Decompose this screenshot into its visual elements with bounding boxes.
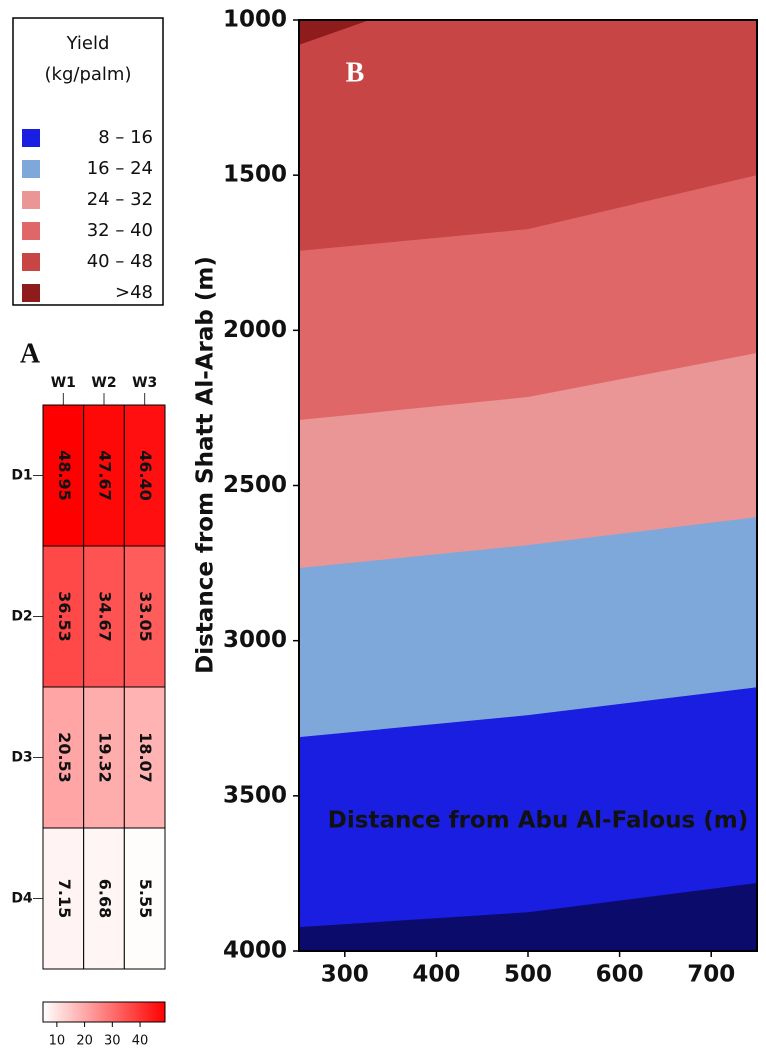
cell-value: 6.68 — [96, 879, 115, 918]
contour-band — [299, 20, 757, 251]
legend-title: Yield — [66, 33, 110, 54]
heat-cell — [42, 686, 85, 829]
y-tick-label: 3000 — [223, 627, 287, 653]
legend-label: 16 – 24 — [87, 158, 153, 179]
x-tick-label: 600 — [596, 962, 644, 988]
x-axis-label: Distance from Abu Al-Falous (m) — [328, 808, 748, 834]
y-tick-label: 2000 — [223, 317, 287, 343]
colorbar-tick-label: 10 — [49, 1034, 66, 1049]
y-tick-label: 1500 — [223, 162, 287, 188]
legend-swatch — [22, 129, 40, 147]
x-tick-label: 700 — [687, 962, 735, 988]
legend-title: (kg/palm) — [45, 64, 132, 85]
cell-value: 47.67 — [96, 450, 115, 501]
heat-cell — [83, 545, 125, 688]
cell-value: 19.32 — [96, 732, 115, 783]
panel-label: B — [346, 57, 365, 88]
colorbar-tick-label: 30 — [104, 1034, 121, 1049]
column-label: W3 — [132, 375, 157, 391]
panel-label: A — [20, 338, 41, 369]
heat-cell — [123, 404, 166, 547]
y-tick-label: 1000 — [223, 7, 287, 33]
heat-cell — [42, 404, 85, 547]
heat-cell — [83, 686, 125, 829]
legend-swatch — [22, 253, 40, 271]
heat-cell — [83, 827, 125, 970]
colorbar-tick-label: 40 — [132, 1034, 149, 1049]
legend-label: 24 – 32 — [87, 189, 153, 210]
colorbar — [42, 1001, 166, 1023]
x-tick-label: 400 — [412, 962, 460, 988]
row-label: D2 — [11, 609, 32, 625]
heat-cell — [123, 827, 166, 970]
row-label: D1 — [11, 468, 32, 484]
cell-value: 18.07 — [136, 732, 155, 783]
legend-label: 40 – 48 — [87, 251, 153, 272]
row-label: D3 — [11, 750, 32, 766]
legend-label: 8 – 16 — [98, 127, 153, 148]
heat-cell — [42, 545, 85, 688]
y-tick-label: 3500 — [223, 782, 287, 808]
row-label: D4 — [11, 891, 33, 907]
legend-label: 32 – 40 — [87, 220, 153, 241]
x-tick-label: 500 — [504, 962, 552, 988]
x-tick-label: 300 — [321, 962, 369, 988]
cell-value: 20.53 — [55, 732, 74, 783]
legend-label: >48 — [115, 282, 153, 303]
legend-swatch — [22, 160, 40, 178]
column-label: W2 — [91, 375, 116, 391]
cell-value: 46.40 — [136, 450, 155, 501]
cell-value: 34.67 — [96, 591, 115, 642]
y-axis-label: Distance from Shatt Al-Arab (m) — [193, 256, 219, 674]
cell-value: 5.55 — [136, 879, 155, 918]
cell-value: 36.53 — [55, 591, 74, 642]
legend-swatch — [22, 222, 40, 240]
heat-cell — [123, 545, 166, 688]
cell-value: 33.05 — [136, 591, 155, 642]
legend-swatch — [22, 284, 40, 302]
colorbar-tick-label: 20 — [76, 1034, 93, 1049]
cell-value: 48.95 — [55, 450, 74, 501]
contour-band — [299, 20, 370, 45]
cell-value: 7.15 — [55, 879, 74, 918]
y-tick-label: 4000 — [223, 938, 287, 964]
y-tick-label: 2500 — [223, 472, 287, 498]
legend-swatch — [22, 191, 40, 209]
column-label: W1 — [51, 375, 76, 391]
